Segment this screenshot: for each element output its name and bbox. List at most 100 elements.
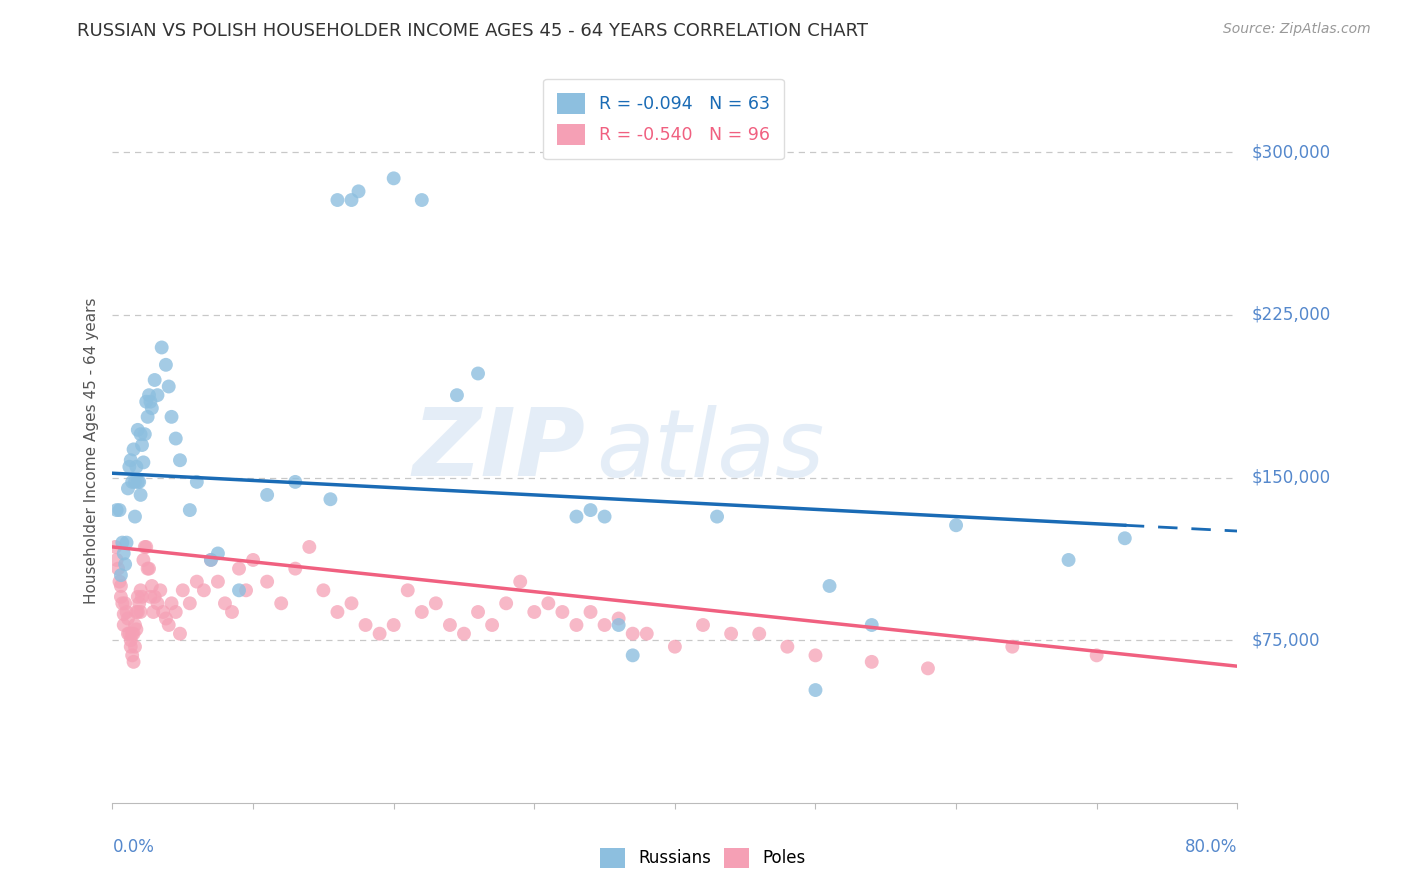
Point [207, 546, 229, 560]
Text: Source: ZipAtlas.com: Source: ZipAtlas.com [1223, 22, 1371, 37]
Point [131, 438, 153, 452]
Point [117, 482, 139, 496]
Point [124, 618, 146, 632]
Point [242, 553, 264, 567]
Point [860, 618, 883, 632]
Text: $150,000: $150,000 [1251, 468, 1330, 486]
Point [193, 583, 215, 598]
Point [122, 442, 145, 457]
Point [117, 611, 139, 625]
Point [804, 683, 827, 698]
Point [579, 503, 602, 517]
Point [131, 590, 153, 604]
Point [1001, 640, 1024, 654]
Point [312, 583, 335, 598]
Point [138, 388, 160, 402]
Point [114, 558, 136, 572]
Point [411, 605, 433, 619]
Point [108, 503, 131, 517]
Point [110, 579, 132, 593]
Point [136, 561, 159, 575]
Text: $300,000: $300,000 [1251, 144, 1330, 161]
Point [138, 561, 160, 575]
Point [664, 640, 686, 654]
Point [112, 607, 135, 622]
Point [124, 509, 146, 524]
Point [256, 574, 278, 589]
Point [720, 626, 742, 640]
Point [146, 596, 169, 610]
Point [284, 475, 307, 489]
Point [157, 618, 180, 632]
Point [110, 590, 132, 604]
Point [129, 605, 152, 619]
Point [1085, 648, 1108, 663]
Point [917, 661, 939, 675]
Point [136, 409, 159, 424]
Point [945, 518, 967, 533]
Point [319, 492, 342, 507]
Point [128, 596, 150, 610]
Point [565, 618, 588, 632]
Point [118, 459, 141, 474]
Point [748, 626, 770, 640]
Point [368, 626, 391, 640]
Point [509, 574, 531, 589]
Point [132, 455, 155, 469]
Point [621, 626, 644, 640]
Point [607, 618, 630, 632]
Point [110, 568, 132, 582]
Point [141, 401, 163, 416]
Text: RUSSIAN VS POLISH HOUSEHOLDER INCOME AGES 45 - 64 YEARS CORRELATION CHART: RUSSIAN VS POLISH HOUSEHOLDER INCOME AGE… [77, 22, 869, 40]
Point [141, 579, 163, 593]
Point [112, 618, 135, 632]
Point [551, 605, 574, 619]
Point [228, 561, 250, 575]
Point [104, 540, 127, 554]
Point [115, 605, 138, 619]
Point [636, 626, 658, 640]
Point [128, 475, 150, 489]
Text: $75,000: $75,000 [1251, 632, 1320, 649]
Point [214, 596, 236, 610]
Point [132, 553, 155, 567]
Point [593, 618, 616, 632]
Point [143, 373, 166, 387]
Y-axis label: Householder Income Ages 45 - 64 years: Householder Income Ages 45 - 64 years [83, 297, 98, 604]
Point [453, 626, 475, 640]
Point [135, 540, 157, 554]
Point [860, 655, 883, 669]
Point [776, 640, 799, 654]
Point [467, 367, 489, 381]
Legend: R = -0.094   N = 63, R = -0.540   N = 96: R = -0.094 N = 63, R = -0.540 N = 96 [543, 78, 785, 159]
Point [129, 488, 152, 502]
Point [165, 605, 187, 619]
Point [139, 394, 162, 409]
Point [108, 574, 131, 589]
Point [111, 535, 134, 549]
Point [125, 459, 148, 474]
Point [1057, 553, 1080, 567]
Point [117, 626, 139, 640]
Point [121, 648, 143, 663]
Point [157, 379, 180, 393]
Point [446, 388, 468, 402]
Point [127, 423, 149, 437]
Text: ZIP: ZIP [412, 404, 585, 497]
Point [298, 540, 321, 554]
Point [228, 583, 250, 598]
Point [347, 185, 370, 199]
Point [134, 427, 156, 442]
Point [118, 626, 141, 640]
Point [607, 611, 630, 625]
Point [467, 605, 489, 619]
Point [179, 503, 201, 517]
Point [382, 618, 405, 632]
Point [127, 590, 149, 604]
Point [112, 546, 135, 560]
Point [142, 605, 165, 619]
Point [326, 605, 349, 619]
Point [120, 640, 142, 654]
Point [565, 509, 588, 524]
Text: 0.0%: 0.0% [112, 838, 155, 856]
